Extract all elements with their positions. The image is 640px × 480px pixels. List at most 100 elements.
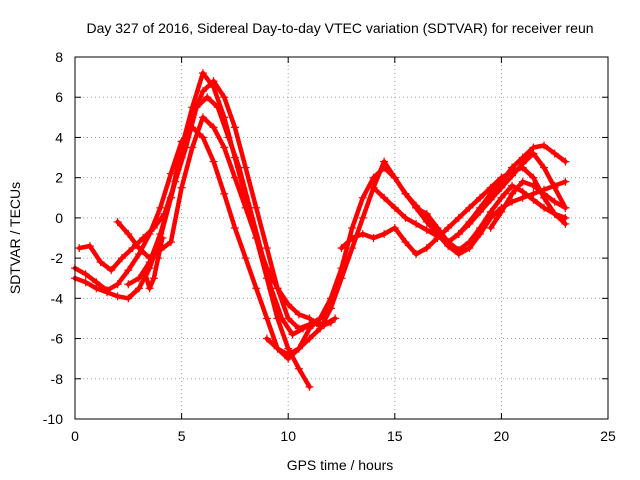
data-point (241, 163, 250, 172)
data-point (454, 229, 463, 238)
series-line (126, 78, 568, 331)
data-point (348, 244, 357, 253)
data-point (124, 294, 133, 303)
data-point (124, 229, 133, 238)
x-tick-label: 20 (494, 428, 510, 444)
data-point (348, 223, 357, 232)
data-point (220, 189, 229, 198)
data-point (561, 157, 570, 166)
data-point (294, 324, 303, 333)
data-point (102, 288, 111, 297)
data-point (124, 280, 133, 289)
data-point (117, 254, 126, 263)
data-point (326, 318, 335, 327)
data-point (252, 284, 261, 293)
series-sat-11 (141, 234, 167, 293)
data-point (145, 284, 154, 293)
data-point (390, 173, 399, 182)
data-point (476, 193, 485, 202)
y-tick-label: -6 (51, 331, 64, 347)
data-point (433, 223, 442, 232)
data-point (358, 193, 367, 202)
data-point (540, 141, 549, 150)
data-point (209, 157, 218, 166)
data-point (294, 344, 303, 353)
x-tick-label: 5 (178, 428, 186, 444)
data-point (158, 234, 167, 242)
y-tick-label: 0 (55, 210, 63, 226)
data-point (188, 143, 197, 152)
data-point (188, 113, 197, 122)
data-point (561, 213, 570, 222)
data-point (422, 225, 431, 234)
data-point (529, 181, 538, 190)
data-point (149, 223, 158, 232)
data-point (284, 350, 293, 359)
data-point (401, 189, 410, 198)
data-point (166, 238, 175, 247)
data-point (486, 195, 495, 204)
data-point (252, 203, 261, 212)
data-point (81, 278, 90, 287)
data-point (166, 193, 175, 202)
data-point (134, 284, 143, 293)
data-point (230, 173, 239, 182)
data-point (337, 274, 346, 283)
data-point (518, 187, 527, 196)
series-sat-4 (124, 77, 570, 333)
data-point (540, 189, 549, 198)
data-point (550, 149, 559, 158)
data-point (85, 242, 94, 251)
y-tick-label: -4 (51, 290, 64, 306)
data-point (529, 173, 538, 182)
data-point (550, 209, 559, 218)
y-tick-label: -2 (51, 250, 64, 266)
data-point (113, 280, 122, 289)
data-point (198, 69, 207, 78)
data-point (454, 213, 463, 222)
data-point (75, 244, 84, 253)
x-tick-label: 0 (71, 428, 79, 444)
data-point (561, 203, 570, 212)
data-point (380, 157, 389, 166)
data-point (497, 183, 506, 192)
data-point (209, 123, 218, 132)
data-point (81, 270, 90, 279)
data-point (465, 238, 474, 247)
series-line (371, 151, 568, 245)
data-point (262, 244, 271, 253)
data-point (497, 193, 506, 202)
data-point (454, 246, 463, 255)
data-point (422, 217, 431, 226)
data-point (113, 217, 122, 226)
data-point (113, 292, 122, 301)
data-point (252, 234, 261, 242)
y-tick-label: 8 (55, 49, 63, 65)
data-point (316, 324, 325, 333)
data-point (390, 203, 399, 212)
data-point (220, 143, 229, 152)
data-point (262, 264, 271, 273)
data-point (220, 93, 229, 102)
data-point (305, 382, 314, 391)
data-point (139, 234, 148, 242)
data-point (92, 284, 101, 293)
data-point (412, 219, 421, 228)
data-point (241, 203, 250, 212)
axis-ticks: 0 5 10 15 20 25 -10 -8 -6 -4 -2 0 2 4 6 8 (43, 49, 616, 444)
data-point (369, 234, 378, 242)
series-sat-1 (71, 123, 335, 363)
data-point (497, 173, 506, 182)
series-sat-9 (412, 181, 570, 255)
data-point (497, 207, 506, 216)
data-point (444, 238, 453, 247)
data-point (156, 229, 165, 238)
data-point (273, 344, 282, 353)
data-point (508, 171, 517, 180)
data-point (134, 274, 143, 283)
data-point (550, 183, 559, 192)
data-point (518, 159, 527, 168)
y-tick-label: 4 (55, 129, 63, 145)
data-point (476, 207, 485, 216)
